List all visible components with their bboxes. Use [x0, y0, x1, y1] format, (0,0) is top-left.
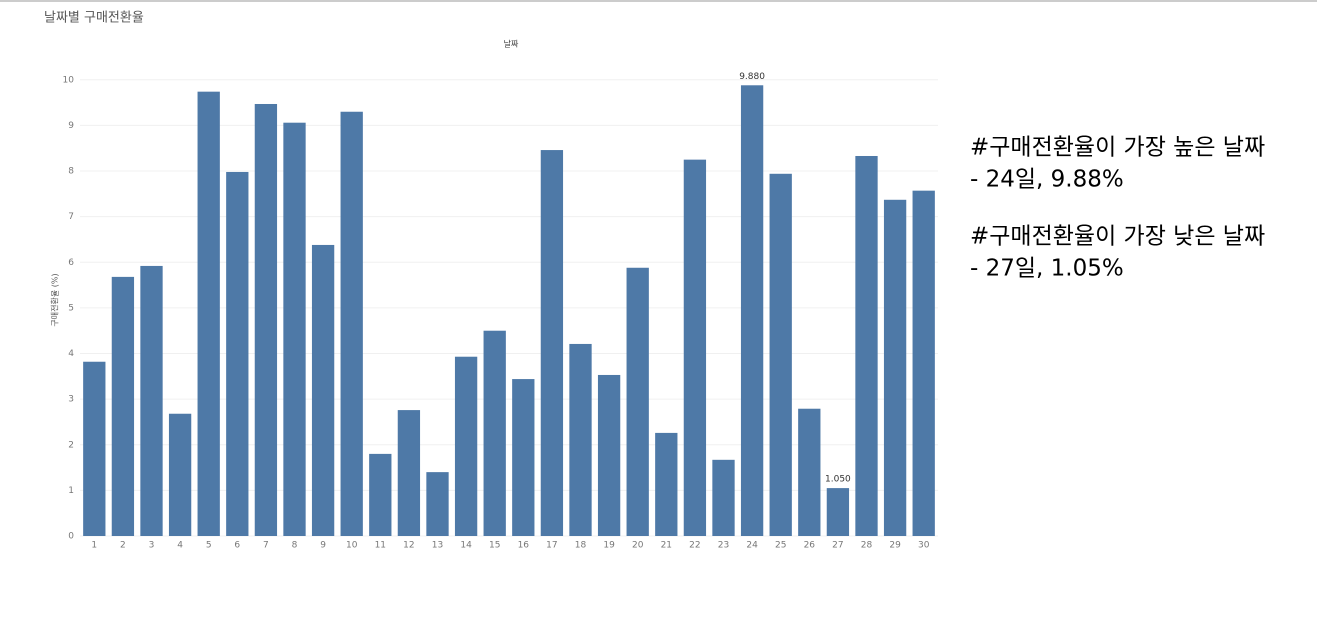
x-tick-label: 22	[689, 541, 700, 551]
x-tick-label: 15	[489, 541, 500, 551]
bar	[855, 155, 878, 536]
x-tick-label: 20	[632, 541, 644, 551]
bar	[798, 408, 821, 536]
bar	[540, 150, 564, 536]
bar	[283, 122, 306, 536]
bar	[769, 173, 792, 536]
x-tick-label: 16	[518, 541, 530, 551]
bar	[512, 379, 535, 536]
bar	[340, 111, 363, 536]
data-label: 9.880	[739, 72, 765, 82]
x-tick-label: 24	[746, 541, 758, 551]
x-tick-label: 27	[832, 541, 843, 551]
x-tick-label: 4	[177, 541, 183, 551]
x-tick-label: 26	[804, 541, 816, 551]
bar	[369, 453, 392, 536]
y-tick-label: 9	[68, 121, 74, 131]
x-tick-label: 13	[432, 541, 443, 551]
bar	[111, 276, 135, 536]
bar	[569, 343, 592, 536]
annotation: - 27일, 1.05%	[970, 256, 1124, 282]
x-tick-label: 9	[320, 541, 326, 551]
bar	[912, 190, 935, 536]
bar	[311, 244, 335, 536]
bar	[226, 171, 249, 536]
bar	[712, 459, 735, 536]
bar	[454, 356, 478, 536]
y-tick-label: 7	[68, 212, 74, 222]
bar	[397, 410, 421, 536]
bar	[655, 432, 678, 536]
y-tick-label: 5	[68, 303, 74, 313]
x-tick-label: 25	[775, 541, 786, 551]
annotation: #구매전환율이 가장 낮은 날짜	[970, 224, 1265, 250]
y-tick-label: 4	[68, 349, 74, 359]
bar	[740, 85, 764, 536]
x-tick-label: 18	[575, 541, 587, 551]
x-tick-label: 3	[149, 541, 155, 551]
x-tick-label: 12	[403, 541, 414, 551]
y-tick-label: 3	[68, 395, 74, 405]
bar	[883, 199, 907, 537]
y-tick-label: 2	[68, 440, 74, 450]
x-tick-label: 14	[460, 541, 472, 551]
x-tick-label: 23	[718, 541, 729, 551]
x-tick-label: 30	[918, 541, 930, 551]
x-tick-label: 10	[346, 541, 358, 551]
bar	[426, 472, 449, 536]
x-tick-label: 8	[292, 541, 298, 551]
x-tick-label: 2	[120, 541, 126, 551]
x-tick-label: 7	[263, 541, 269, 551]
annotation: - 24일, 9.88%	[970, 167, 1124, 193]
y-tick-label: 8	[68, 167, 74, 177]
x-tick-label: 19	[603, 541, 615, 551]
bar	[483, 330, 506, 536]
bar	[197, 91, 220, 537]
bar	[140, 265, 163, 536]
bar	[683, 159, 707, 536]
bar	[168, 413, 192, 536]
annotation: #구매전환율이 가장 높은 날짜	[970, 135, 1265, 161]
y-tick-label: 1	[68, 486, 74, 496]
bar	[626, 267, 649, 536]
data-label: 1.050	[825, 475, 851, 485]
bar	[597, 374, 621, 536]
y-axis-title: 구매전환율 (%)	[50, 273, 60, 326]
bar	[826, 488, 850, 536]
bar	[254, 103, 278, 537]
x-tick-label: 11	[375, 541, 386, 551]
x-tick-label: 5	[206, 541, 212, 551]
x-axis-title: 날짜	[504, 39, 519, 49]
x-tick-label: 17	[546, 541, 557, 551]
x-tick-label: 28	[861, 541, 873, 551]
y-tick-label: 0	[68, 532, 74, 542]
chart-title: 날짜별 구매전환율	[44, 11, 144, 26]
x-tick-label: 6	[234, 541, 240, 551]
x-tick-label: 1	[91, 541, 97, 551]
x-tick-label: 21	[661, 541, 672, 551]
x-tick-label: 29	[889, 541, 901, 551]
y-tick-label: 10	[63, 75, 75, 85]
y-tick-label: 6	[68, 258, 74, 268]
bar	[83, 361, 106, 536]
